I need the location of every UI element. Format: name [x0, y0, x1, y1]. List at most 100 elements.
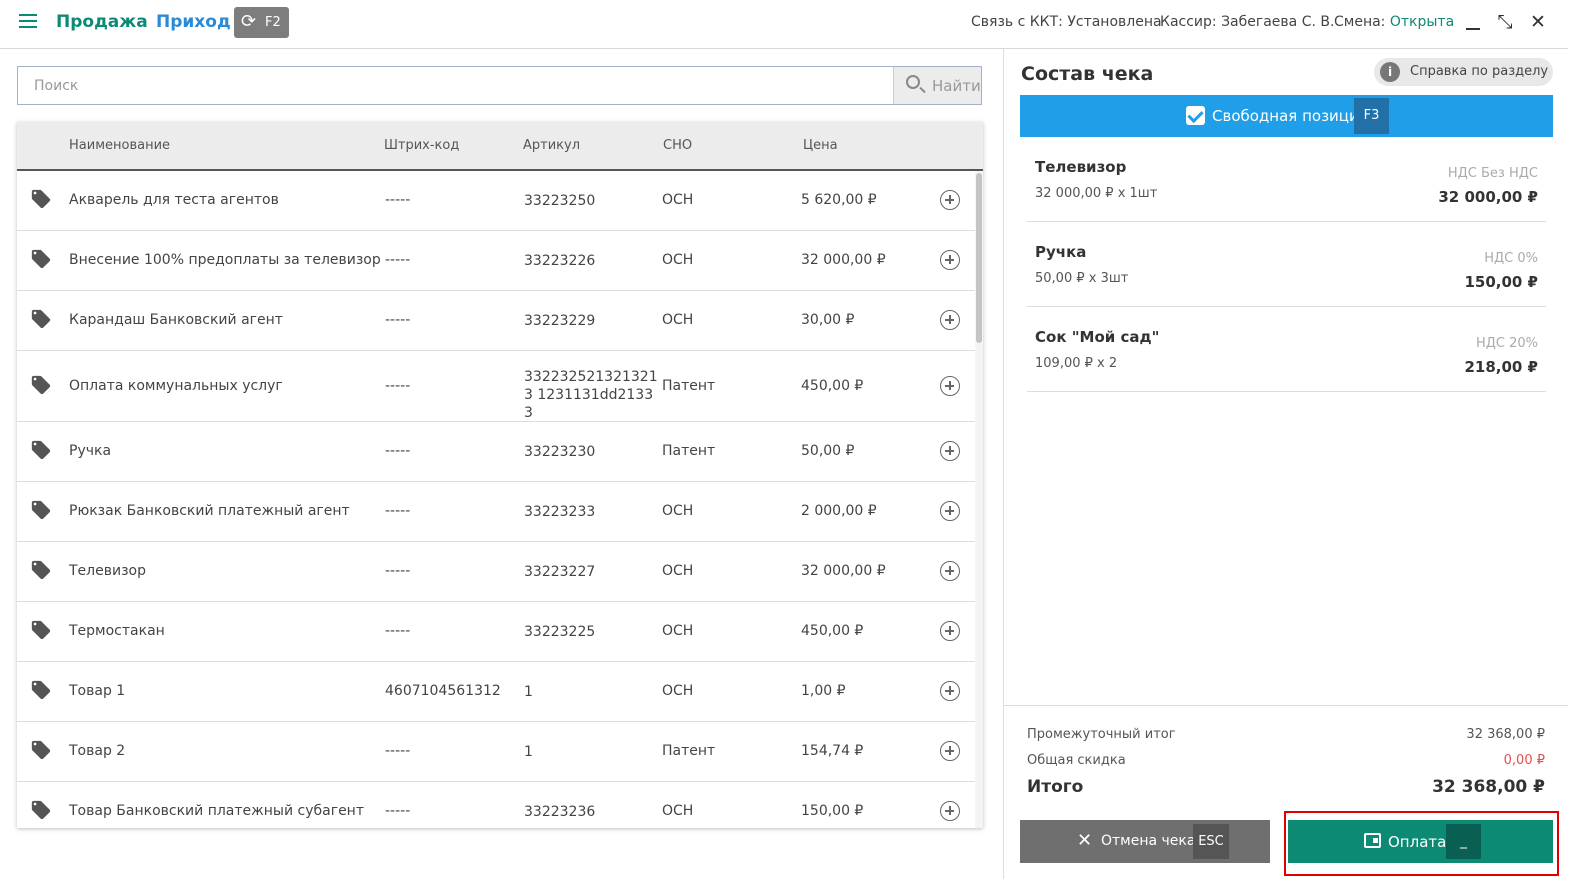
receipt-title: Состав чека: [1021, 63, 1154, 85]
cancel-receipt-button[interactable]: ✕ Отмена чека ESC: [1020, 820, 1270, 863]
add-circle-icon[interactable]: [940, 310, 960, 330]
product-name: Товар Банковский платежный субагент: [69, 803, 364, 819]
cancel-receipt-label: Отмена чека: [1101, 833, 1196, 849]
product-article: 33223226: [524, 253, 596, 269]
minimize-icon[interactable]: [1463, 11, 1483, 33]
switch-mode-button[interactable]: ⟳ F2: [234, 7, 289, 38]
pay-label: Оплата: [1388, 833, 1447, 851]
table-row[interactable]: Товар 1 4607104561312 1 ОСН 1,00 ₽: [17, 662, 975, 722]
add-circle-icon[interactable]: [940, 441, 960, 461]
receipt-item-name: Ручка: [1035, 243, 1087, 261]
table-row[interactable]: Карандаш Банковский агент ----- 33223229 ОС…: [17, 291, 975, 351]
shift-label: Смена:: [1334, 14, 1386, 30]
product-sno: ОСН: [662, 563, 694, 579]
search-icon: [906, 75, 920, 89]
product-article: 33223233: [524, 504, 596, 520]
table-row[interactable]: Телевизор ----- 33223227 ОСН 32 000,00 ₽: [17, 542, 975, 602]
product-sno: ОСН: [662, 192, 694, 208]
product-barcode: -----: [385, 623, 411, 639]
receipt-item[interactable]: Сок "Мой сад" 109,00 ₽ x 2 НДС 20% 218,0…: [1027, 307, 1546, 392]
tag-icon: [30, 374, 52, 396]
pay-button[interactable]: Оплата _: [1288, 820, 1553, 863]
receipt-item-name: Телевизор: [1035, 158, 1127, 176]
product-price: 32 000,00 ₽: [801, 563, 886, 579]
product-price: 50,00 ₽: [801, 443, 855, 459]
product-name: Товар 2: [69, 743, 126, 759]
product-sno: ОСН: [662, 623, 694, 639]
search-input[interactable]: [18, 67, 893, 104]
product-article: 33223250: [524, 193, 596, 209]
table-row[interactable]: Термостакан ----- 33223225 ОСН 450,00 ₽: [17, 602, 975, 662]
add-circle-icon[interactable]: [940, 501, 960, 521]
product-price: 450,00 ₽: [801, 378, 864, 394]
table-row[interactable]: Товар Банковский платежный субагент -----…: [17, 782, 975, 828]
checkbox-icon: [1186, 106, 1205, 125]
collapse-icon[interactable]: ⤡: [1497, 11, 1513, 33]
tag-icon: [30, 799, 52, 821]
add-circle-icon[interactable]: [940, 250, 960, 270]
add-circle-icon[interactable]: [940, 190, 960, 210]
search-button[interactable]: Найти: [893, 67, 981, 104]
product-barcode: -----: [385, 443, 411, 459]
receipt-items: Телевизор 32 000,00 ₽ x 1шт НДС Без НДС …: [1027, 137, 1546, 392]
table-row[interactable]: Рюкзак Банковский платежный агент ----- 33…: [17, 482, 975, 542]
free-position-button[interactable]: Свободная позиция F3: [1020, 95, 1553, 137]
add-circle-icon[interactable]: [940, 376, 960, 396]
table-row[interactable]: Ручка ----- 33223230 Патент 50,00 ₽: [17, 422, 975, 482]
table-row[interactable]: Оплата коммунальных услуг ----- 3322325213…: [17, 351, 975, 422]
product-price: 1,00 ₽: [801, 683, 846, 699]
receipt-item-sum: 218,00 ₽: [1464, 358, 1538, 376]
table-row[interactable]: Акварель для теста агентов ----- 33223250 О…: [17, 171, 975, 231]
receipt-item-vat: НДС 20%: [1475, 336, 1538, 351]
column-header-article[interactable]: Артикул: [523, 138, 581, 153]
scrollbar-thumb[interactable]: [976, 173, 982, 343]
table-scrollbar[interactable]: [975, 171, 983, 828]
receipt-item[interactable]: Ручка 50,00 ₽ x 3шт НДС 0% 150,00 ₽: [1027, 222, 1546, 307]
add-circle-icon[interactable]: [940, 741, 960, 761]
free-position-key-hint: F3: [1354, 98, 1389, 134]
column-header-name[interactable]: Наименование: [69, 138, 171, 153]
product-barcode: -----: [385, 312, 411, 328]
kkt-status: Связь с ККТ: Установлена: [971, 14, 1162, 30]
info-icon: i: [1380, 62, 1400, 82]
table-row[interactable]: Товар 2 ----- 1 Патент 154,74 ₽: [17, 722, 975, 782]
add-circle-icon[interactable]: [940, 561, 960, 581]
product-article: 33223236: [524, 804, 596, 820]
product-name: Товар 1: [69, 683, 126, 699]
totals-divider: [1004, 705, 1568, 706]
receipt-item-qty: 109,00 ₽ x 2: [1035, 356, 1118, 371]
product-price: 2 000,00 ₽: [801, 503, 877, 519]
add-circle-icon[interactable]: [940, 801, 960, 821]
product-price: 30,00 ₽: [801, 312, 855, 328]
receipt-item-name: Сок "Мой сад": [1035, 328, 1160, 346]
search-bar: Найти: [17, 66, 982, 105]
help-button[interactable]: i Справка по разделу: [1374, 58, 1553, 86]
mode-income-tab[interactable]: Приход: [156, 12, 231, 32]
product-barcode: -----: [385, 563, 411, 579]
search-button-label: Найти: [932, 77, 981, 95]
add-circle-icon[interactable]: [940, 621, 960, 641]
column-header-price[interactable]: Цена: [803, 138, 838, 153]
product-sno: Патент: [662, 743, 716, 759]
panel-divider: [1003, 49, 1004, 879]
tag-icon: [30, 439, 52, 461]
product-barcode: -----: [385, 743, 411, 759]
product-article: 33223229: [524, 313, 596, 329]
receipt-item[interactable]: Телевизор 32 000,00 ₽ x 1шт НДС Без НДС …: [1027, 137, 1546, 222]
product-sno: ОСН: [662, 503, 694, 519]
menu-icon[interactable]: [19, 14, 37, 28]
discount-value: 0,00 ₽: [1503, 753, 1545, 768]
close-icon[interactable]: ✕: [1530, 11, 1546, 33]
tag-icon: [30, 739, 52, 761]
add-circle-icon[interactable]: [940, 681, 960, 701]
column-header-sno[interactable]: СНО: [663, 138, 693, 153]
product-article: 33223225: [524, 624, 596, 640]
top-bar: Продажа Приход ⟳ F2 Связь с ККТ: Установ…: [0, 0, 1568, 49]
table-row[interactable]: Внесение 100% предоплаты за телевизор ---…: [17, 231, 975, 291]
mode-sale-tab[interactable]: Продажа: [56, 12, 148, 32]
discount-label: Общая скидка: [1027, 753, 1126, 768]
table-header: Наименование Штрих-код Артикул СНО Цена: [17, 122, 983, 171]
discount-row: Общая скидка 0,00 ₽: [1027, 753, 1545, 768]
column-header-barcode[interactable]: Штрих-код: [384, 138, 460, 153]
total-row: Итого 32 368,00 ₽: [1027, 777, 1545, 797]
